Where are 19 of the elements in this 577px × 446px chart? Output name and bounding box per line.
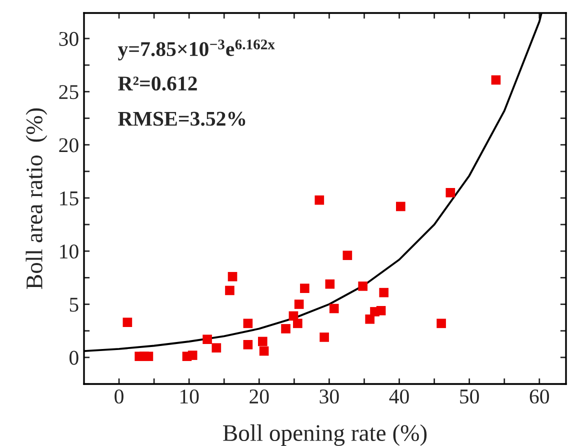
y-tick-label: 10 [60, 244, 78, 259]
y-tick-label: 5 [70, 298, 78, 312]
x-axis-title: Boll opening rate (%) [223, 424, 427, 446]
x-tick-label: 20 [250, 389, 269, 404]
x-tick-label: 40 [389, 389, 409, 404]
x-tick-label: 10 [180, 389, 199, 404]
annotation: R²=0.612 [118, 76, 197, 91]
x-tick-label: 50 [460, 389, 479, 404]
x-tick-label: 60 [530, 389, 549, 404]
annotation: y=7.85×10$^{−3}$e$^{6.162x}$ [118, 40, 275, 60]
annotation: RMSE=3.52% [118, 112, 246, 126]
y-tick-label: 15 [60, 191, 78, 206]
x-tick-label: 0 [114, 389, 124, 404]
y-tick-label: 20 [59, 138, 78, 152]
y-tick-label: 0 [70, 350, 78, 365]
y-tick-label: 25 [59, 85, 78, 100]
x-tick-label: 30 [320, 389, 339, 404]
y-tick-label: 30 [59, 32, 78, 46]
y-axis-title: Boll area ratio (%) [26, 108, 48, 289]
